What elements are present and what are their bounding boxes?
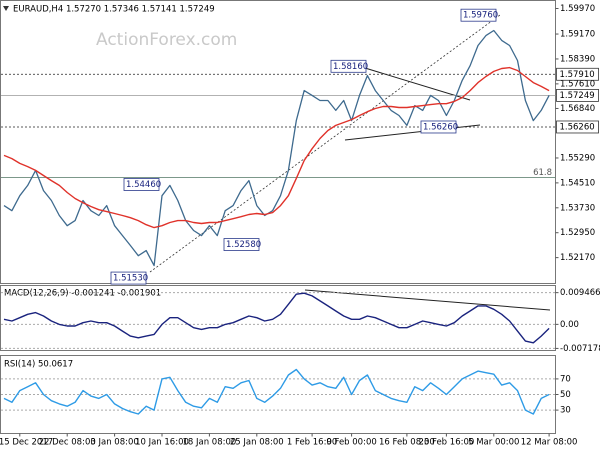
annotation-label: 1.59760 <box>463 11 498 21</box>
x-tick-label: 5 Mar 00:00 <box>468 438 519 448</box>
x-tick-label: 22 Dec 08:00 <box>39 438 96 448</box>
menu-arrow <box>3 6 9 11</box>
macd-panel <box>0 285 556 351</box>
series-line <box>3 66 550 229</box>
y-tick-label: 70 <box>560 374 571 384</box>
x-tick-label: 15 Dec 2017 <box>0 438 53 448</box>
macd-title: MACD(12,26,9) -0.001241 -0.001901 <box>4 289 161 299</box>
annotation-box <box>330 59 367 73</box>
y-tick-label: 1.55290 <box>560 153 595 163</box>
x-tick-label: 3 Jan 08:00 <box>90 438 138 448</box>
fibo-label: 61.8 <box>533 168 552 178</box>
annotation-box <box>110 271 147 285</box>
price-box <box>556 120 599 134</box>
watermark: ActionForex.com <box>96 30 237 50</box>
annotation-label: 1.56260 <box>423 122 458 132</box>
x-tick-label: 12 Mar 08:00 <box>521 438 578 448</box>
price-title: EURAUD,H4 1.57270 1.57346 1.57141 1.5724… <box>13 5 215 15</box>
price-box-label: 1.57249 <box>560 91 595 101</box>
annotation-box <box>420 120 457 134</box>
triangle-upper <box>364 67 471 101</box>
y-tick-label: 1.57610 <box>560 79 595 89</box>
triangle-lower <box>344 124 481 141</box>
y-tick-label: 1.54510 <box>560 178 595 188</box>
y-tick-label: 0.009466 <box>560 288 600 298</box>
rsi-title: RSI(14) 50.0617 <box>4 360 73 370</box>
y-tick-label: 1.53730 <box>560 203 595 213</box>
y-tick-label: 1.59970 <box>560 4 595 14</box>
price-box-label: 1.56260 <box>560 122 595 132</box>
y-tick-label: 1.52950 <box>560 228 595 238</box>
annotation-box <box>223 238 260 251</box>
x-tick-label: 9 Feb 00:00 <box>326 438 376 448</box>
x-tick-label: 23 Feb 16:00 <box>419 438 475 448</box>
series-line <box>3 368 550 415</box>
series-line <box>3 29 550 267</box>
y-tick-label: 1.56840 <box>560 104 595 114</box>
x-tick-label: 1 Feb 16:00 <box>287 438 337 448</box>
price-panel <box>0 0 556 284</box>
annotation-box <box>460 8 497 22</box>
annotation-box <box>123 178 160 191</box>
annotation-label: 1.58160 <box>333 62 368 72</box>
x-tick-label: 18 Jan 08:00 <box>182 438 236 448</box>
annotation-label: 1.54460 <box>126 180 161 190</box>
y-tick-label: 1.59170 <box>560 30 595 40</box>
trend-channel <box>149 14 501 273</box>
y-tick-label: 0.00 <box>560 320 579 330</box>
y-tick-label: 30 <box>560 406 571 416</box>
price-box-label: 1.57910 <box>560 70 595 80</box>
annotation-label: 1.52580 <box>226 240 261 250</box>
y-tick-label: 50 <box>560 390 571 400</box>
macd-divergence-line <box>304 289 551 311</box>
y-tick-label: 1.58390 <box>560 54 595 64</box>
x-tick-label: 16 Feb 08:00 <box>379 438 435 448</box>
annotation-label: 1.51530 <box>113 274 148 284</box>
y-tick-label: 1.52170 <box>560 253 595 263</box>
y-tick-label: -0.007178 <box>560 344 600 354</box>
price-box <box>556 88 599 102</box>
x-tick-label: 10 Jan 16:00 <box>135 438 189 448</box>
series-line <box>3 292 550 344</box>
price-box <box>556 67 599 81</box>
x-tick-label: 25 Jan 08:00 <box>230 438 284 448</box>
